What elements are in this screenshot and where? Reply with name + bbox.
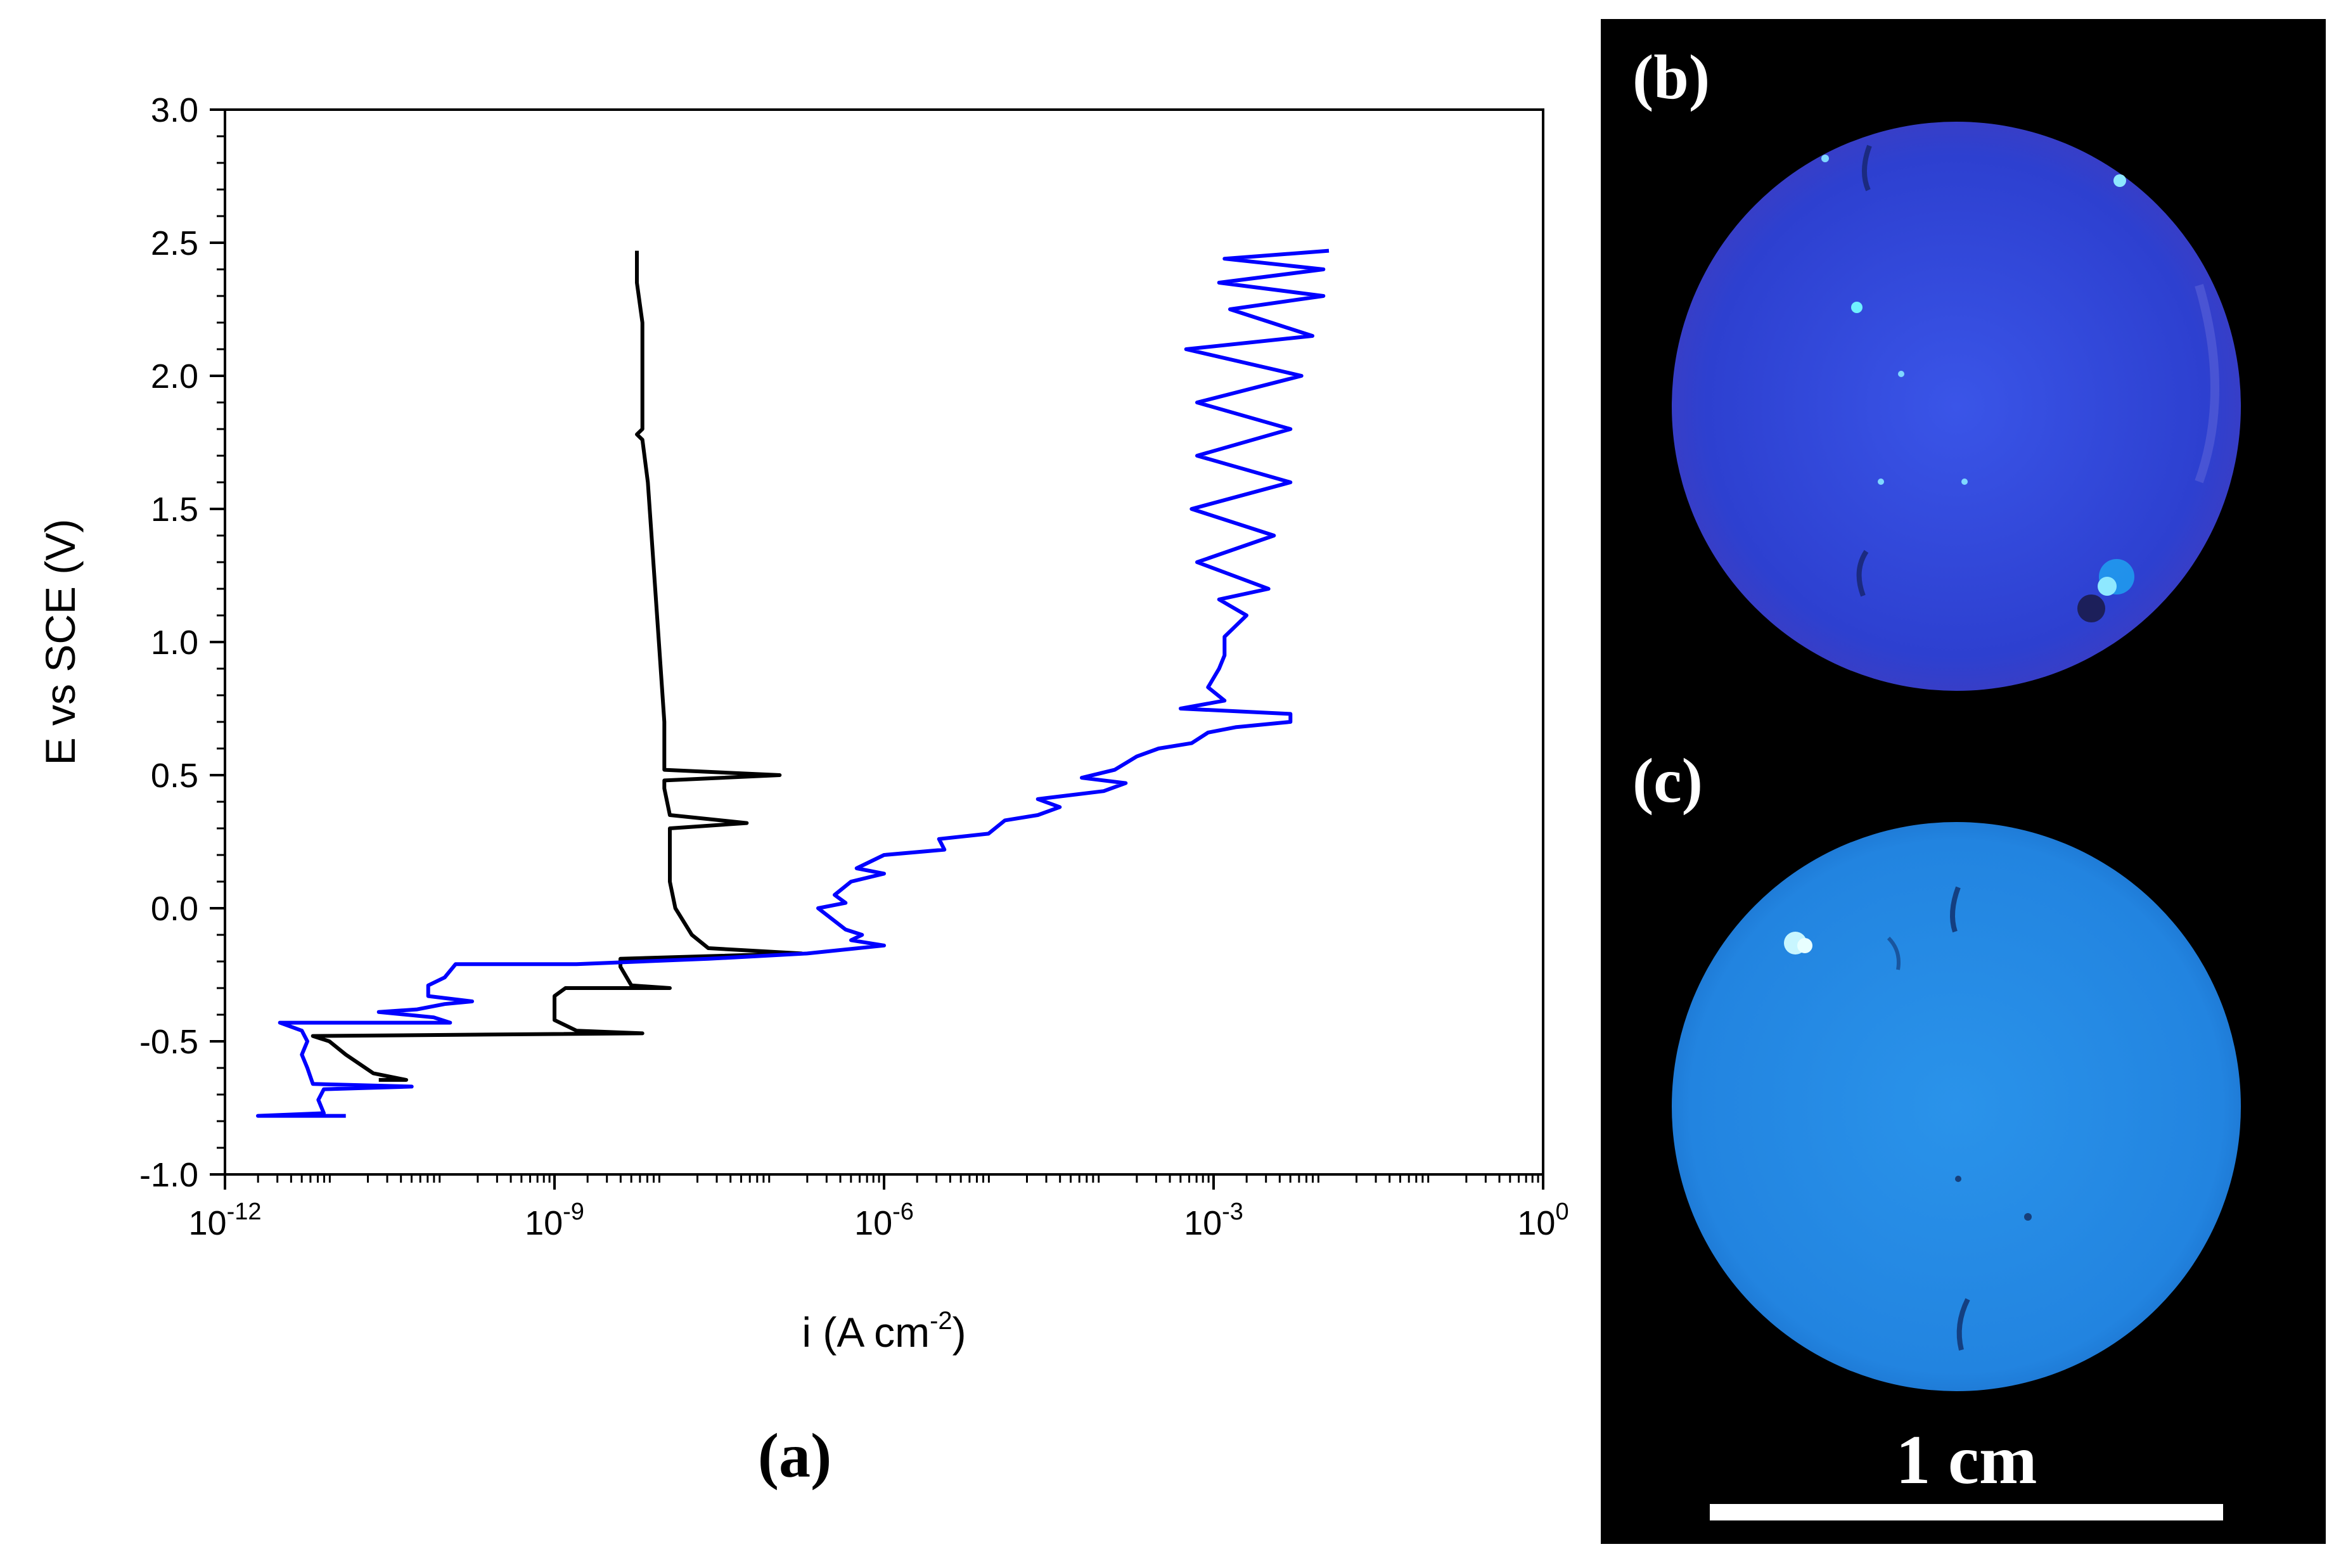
x-tick-label: 10-12	[189, 1198, 262, 1242]
x-axis-title: i (A cm-2)	[802, 1307, 966, 1356]
series-black-line	[311, 250, 804, 1082]
x-tick-label: 10-9	[525, 1198, 584, 1242]
y-tick-label: 3.0	[151, 91, 198, 129]
x-tick-label: 10-6	[854, 1198, 914, 1242]
x-tick-exponent: 0	[1555, 1198, 1568, 1225]
scale-bar	[1710, 1504, 2223, 1520]
scale-bar-label: 1 cm	[1896, 1421, 2037, 1498]
series-blue-line	[256, 248, 1330, 1118]
panel-label-a: (a)	[758, 1420, 832, 1491]
y-tick-label: 1.0	[151, 624, 198, 662]
photo-panel: (b) (c) 1 cm	[1601, 19, 2326, 1544]
polarization-chart: 3.02.52.01.51.00.50.0-0.5-1.0 10-12 10-9 1…	[37, 91, 1569, 1491]
y-tick-label: -0.5	[139, 1023, 198, 1061]
x-tick-base: 10	[525, 1204, 563, 1242]
sample-b-image	[1672, 122, 2241, 691]
y-tick-label: 1.5	[151, 491, 198, 529]
panel-label-b: (b)	[1632, 42, 1710, 112]
x-tick-label: 10-3	[1184, 1198, 1243, 1242]
y-tick-label: 2.5	[151, 224, 198, 262]
x-tick-exponent: -6	[892, 1198, 914, 1225]
y-tick-label: 0.5	[151, 757, 198, 795]
y-tick-label: -1.0	[139, 1156, 198, 1194]
y-axis: 3.0 2.5 2.0 1.5 1.0 0.5 0.0 -0.5 -1.0	[139, 91, 225, 1194]
x-tick-label: 100	[1517, 1198, 1568, 1242]
x-tick-exponent: -9	[563, 1198, 584, 1225]
sample-c-image	[1672, 822, 2241, 1391]
x-tick-base: 10	[1517, 1204, 1555, 1242]
x-tick-exponent: -12	[227, 1198, 262, 1225]
x-tick-exponent: -3	[1222, 1198, 1243, 1225]
x-tick-base: 10	[189, 1204, 227, 1242]
x-tick-base: 10	[1184, 1204, 1222, 1242]
y-axis-title: E vs SCE (V)	[37, 519, 84, 766]
series-layer	[256, 248, 1330, 1118]
panel-label-c: (c)	[1632, 745, 1703, 816]
x-axis: 10-12 10-9 10-6 10-3 100	[189, 1174, 1569, 1242]
y-tick-label: 0.0	[151, 890, 198, 928]
x-tick-base: 10	[854, 1204, 892, 1242]
y-tick-label: 2.0	[151, 357, 198, 395]
